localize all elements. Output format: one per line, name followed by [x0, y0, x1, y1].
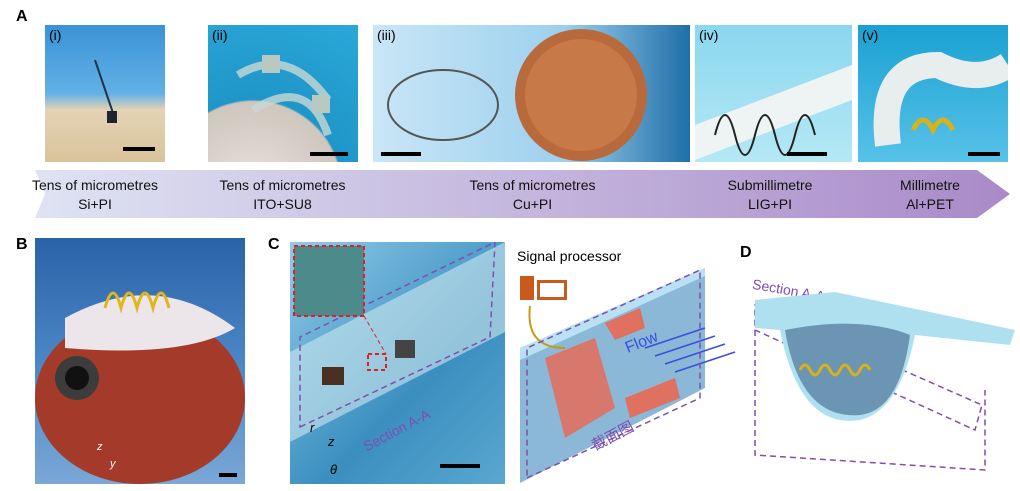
photo-i: (i) — [45, 25, 165, 162]
scale-bar — [787, 152, 827, 156]
scale-item-4: Submillimetre LIG+PI — [727, 177, 813, 212]
photo-label: (iii) — [377, 27, 396, 43]
photo-iv: (iv) — [695, 25, 852, 162]
cavity-diagram — [754, 292, 1015, 471]
panel-label-d: D — [740, 244, 752, 261]
computer-icon — [520, 276, 534, 300]
panel-label-c: C — [268, 236, 280, 253]
photo-label: (iv) — [699, 27, 719, 43]
axis-y: y — [110, 458, 116, 470]
axis-z: z — [328, 434, 335, 449]
scale-bar — [123, 147, 155, 151]
photo-label: (ii) — [212, 27, 228, 43]
scale-bar — [219, 473, 237, 477]
scale-bar — [968, 152, 1000, 156]
panel-label-b: B — [16, 236, 28, 253]
axis-z: z — [97, 441, 103, 453]
photo-v: (v) — [858, 25, 1008, 162]
scale-item-1: Tens of micrometres Si+PI — [31, 177, 159, 212]
axis-theta: θ — [330, 462, 338, 477]
vessel-diagram — [520, 268, 736, 483]
scale-item-5: Millimetre Al+PET — [900, 177, 960, 212]
scale-item-2: Tens of micrometres ITO+SU8 — [219, 177, 346, 212]
panel-label-a: A — [16, 8, 28, 25]
photo-iii: (iii) — [373, 25, 690, 162]
photo-vessel: Section A-A r z θ — [290, 242, 505, 484]
scale-arrow — [35, 170, 1010, 218]
scale-item-3: Tens of micrometres Cu+PI — [469, 177, 596, 212]
photo-heart: z y — [35, 238, 245, 484]
scale-bar — [440, 464, 480, 468]
axis-r: r — [310, 420, 315, 435]
signal-processor-label: Signal processor — [517, 248, 622, 264]
scale-bar — [381, 152, 421, 156]
photo-ii: (ii) — [208, 25, 358, 162]
photo-label: (i) — [49, 27, 62, 43]
scale-bar — [310, 152, 348, 156]
photo-label: (v) — [862, 27, 879, 43]
